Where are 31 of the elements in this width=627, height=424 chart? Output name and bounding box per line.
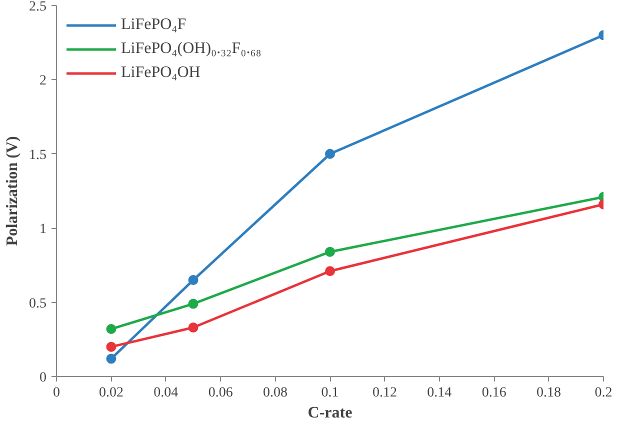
x-tick-label: 0.06 <box>208 386 233 400</box>
y-tick-label: 0.5 <box>29 296 46 312</box>
point <box>188 322 198 333</box>
point <box>325 148 335 159</box>
point <box>188 298 198 309</box>
y-tick-label: 2.5 <box>29 0 46 14</box>
point <box>325 266 335 276</box>
x-tick-label: 0.2 <box>594 386 612 400</box>
legend-label: LiFePO₄OH <box>121 64 200 82</box>
point <box>106 324 116 334</box>
x-tick-label: 0.02 <box>98 386 124 400</box>
x-tick-label: 0.1 <box>321 386 339 400</box>
x-tick-label: 0.18 <box>536 386 562 400</box>
y-tick-label: 2 <box>40 74 46 89</box>
x-tick-label: 0.12 <box>372 386 397 400</box>
point <box>188 275 198 286</box>
y-axis-title: Polarization (V) <box>4 136 21 246</box>
point <box>325 246 335 257</box>
x-tick-label: 0.08 <box>263 386 288 400</box>
point <box>106 342 116 352</box>
x-tick-label: 0.16 <box>482 386 506 400</box>
legend-label: LiFePO₄(OH)₀.₃₂F₀.₆₈ <box>121 40 262 58</box>
x-tick-label: 0.14 <box>427 386 452 400</box>
legend-label: LiFePO₄F <box>121 16 186 34</box>
y-tick-label: 0 <box>40 370 46 386</box>
y-tick-label: 1.5 <box>29 148 46 163</box>
x-tick-label: 0 <box>53 386 60 400</box>
y-tick-label: 1 <box>40 222 46 238</box>
point <box>106 354 116 364</box>
x-tick-label: 0.04 <box>154 386 178 400</box>
x-axis-title: C-rate <box>308 404 352 422</box>
